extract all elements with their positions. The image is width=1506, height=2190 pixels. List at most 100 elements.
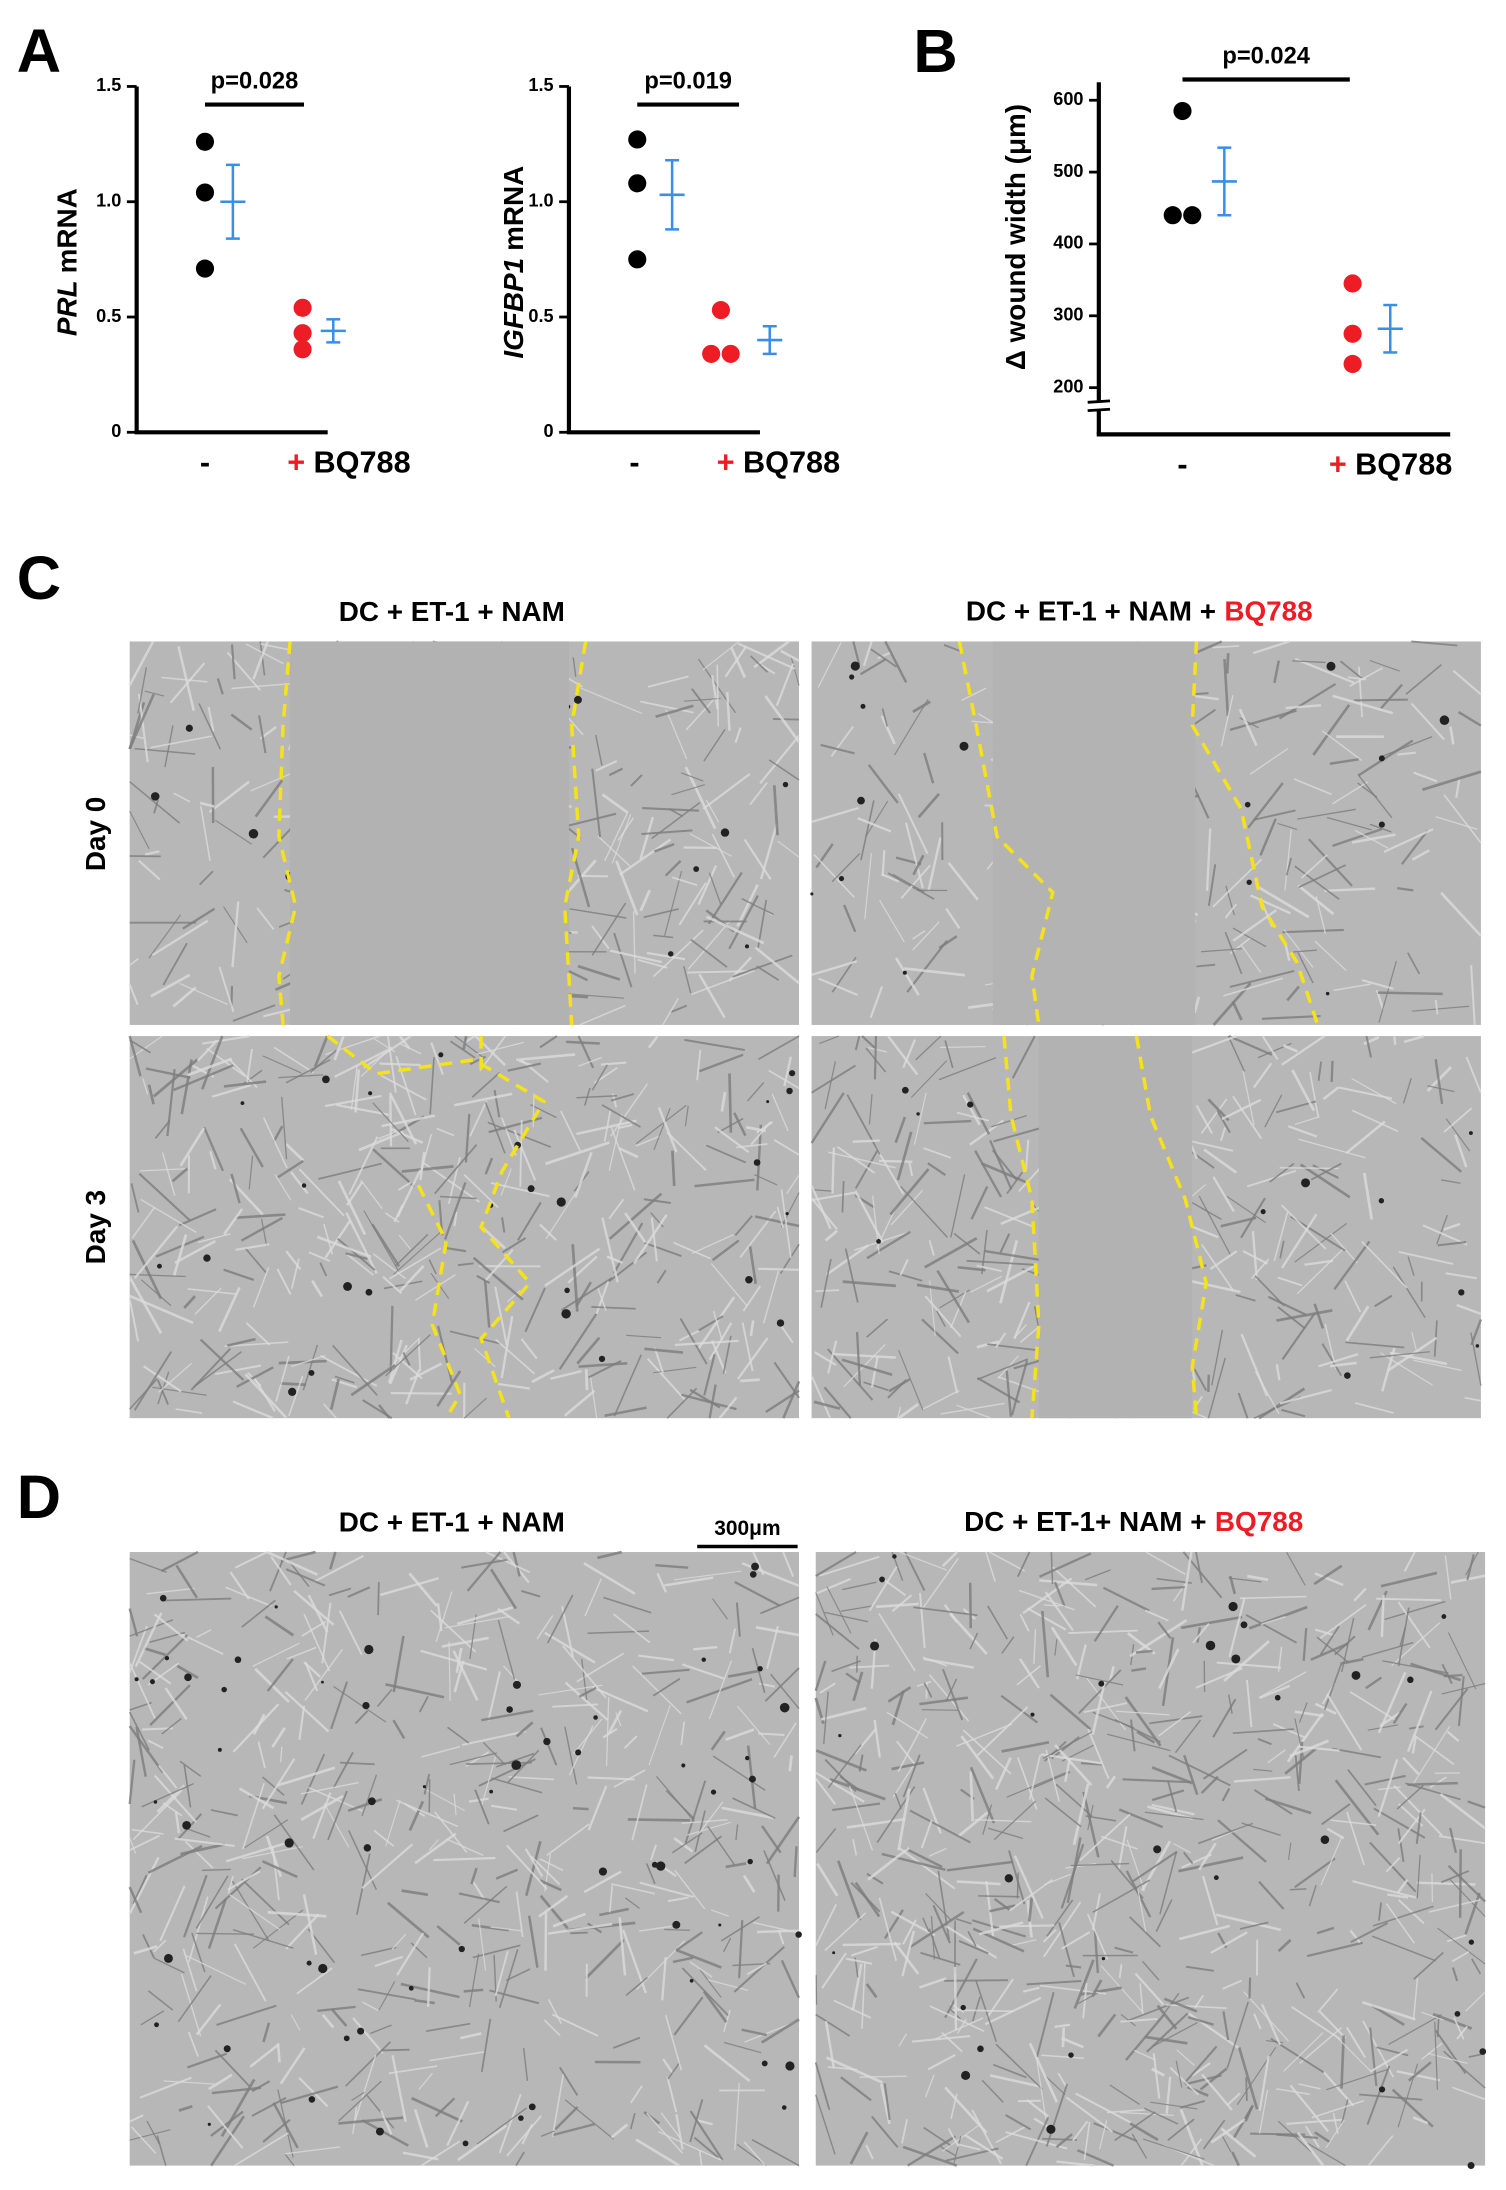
micrograph-background [129,1036,800,1419]
debris [375,2127,384,2136]
cell-texture [298,1705,306,1740]
cell-texture [737,1337,769,1380]
cell-texture [780,649,800,662]
cell-texture [539,1879,562,1892]
cell-texture [1212,645,1240,649]
cell-texture [561,1605,574,1658]
cell-texture [383,1280,423,1290]
cell-texture [684,1780,707,1844]
cell-texture [418,2072,434,2090]
cell-texture [1198,1822,1254,1845]
cell-texture [689,833,732,857]
cell-texture [1025,2117,1050,2166]
cell-texture [1273,1211,1289,1262]
cell-texture [923,752,935,784]
cell-texture [707,1979,749,1991]
cell-texture [1294,865,1340,900]
x-tick-label: + BQ788 [287,445,410,479]
cell-texture [182,1948,198,1992]
cell-texture [414,1274,456,1301]
cell-texture [976,1706,1029,1757]
cell-texture [619,838,672,876]
cell-texture [884,1909,904,1940]
cell-texture [400,1043,422,1055]
cell-texture [702,1990,728,2023]
cell-texture [449,1040,476,1059]
cell-texture [303,1613,331,1672]
cell-texture [267,1910,327,1918]
cell-texture [1446,1934,1467,1943]
cell-texture [1203,1148,1238,1174]
cell-texture [312,1792,332,1839]
debris [689,1978,694,1983]
cell-texture [302,1344,319,1391]
cell-texture [1243,1991,1289,2042]
data-point [702,344,721,363]
cell-texture [921,1389,960,1411]
cell-texture [1091,1681,1106,1735]
cell-texture [605,1697,610,1766]
cell-texture [321,1602,332,1664]
cell-texture [464,1113,471,1163]
debris [185,724,193,732]
cell-texture [1180,1615,1243,1630]
cell-texture [227,1870,261,1891]
cell-texture [1107,1733,1171,1752]
cell-texture [743,838,772,880]
cell-texture [142,1934,156,1959]
cell-texture [264,1615,295,1637]
cell-texture [1437,1927,1486,1965]
cell-texture [1445,1272,1477,1280]
cell-texture [601,1104,641,1128]
cell-texture [1405,664,1442,695]
cell-texture [129,810,150,850]
cell-texture [1169,2067,1200,2096]
cell-texture [995,2126,1026,2144]
debris [1231,1654,1241,1664]
cell-texture [881,850,886,877]
cell-texture [1378,1902,1382,1921]
cell-texture [736,884,759,927]
cell-texture [1378,1786,1401,1791]
cell-texture [710,1909,730,1917]
cell-texture [892,873,925,893]
cell-texture [270,1556,292,1586]
cell-texture [1232,1095,1263,1139]
cell-texture [1362,2001,1416,2021]
cell-texture [831,852,861,883]
cell-texture [1142,2138,1205,2160]
cell-texture [156,2135,167,2166]
cell-texture [656,1269,667,1284]
cell-texture [1005,1370,1013,1417]
cell-texture [1429,1776,1448,1789]
cell-texture [272,1125,284,1143]
cell-texture [810,1197,838,1230]
cell-texture [970,1186,989,1220]
cell-texture [897,1788,911,1851]
cell-texture [1135,1649,1153,1654]
cell-texture [550,1370,582,1380]
cell-texture [313,1554,364,1583]
cell-texture [899,1259,909,1276]
cell-texture [756,965,780,981]
cell-texture [749,781,768,806]
debris [343,1282,352,1291]
cell-texture [815,843,834,869]
cell-texture [632,1665,682,1715]
cell-texture [1457,1675,1465,1727]
cell-texture [578,1686,597,1698]
cell-texture [644,1347,684,1354]
cell-texture [852,1838,858,1856]
cell-texture [1097,2013,1117,2038]
cell-texture [1179,2108,1204,2167]
cell-texture [128,693,155,750]
cell-texture [826,1348,874,1401]
cell-texture [1369,2027,1378,2087]
cell-texture [768,759,800,781]
cell-texture [865,2144,874,2160]
cell-texture [950,1174,966,1238]
cell-texture [666,2076,678,2113]
cell-texture [1294,657,1355,684]
cell-texture [1220,1127,1227,1142]
cell-texture [395,1056,417,1116]
